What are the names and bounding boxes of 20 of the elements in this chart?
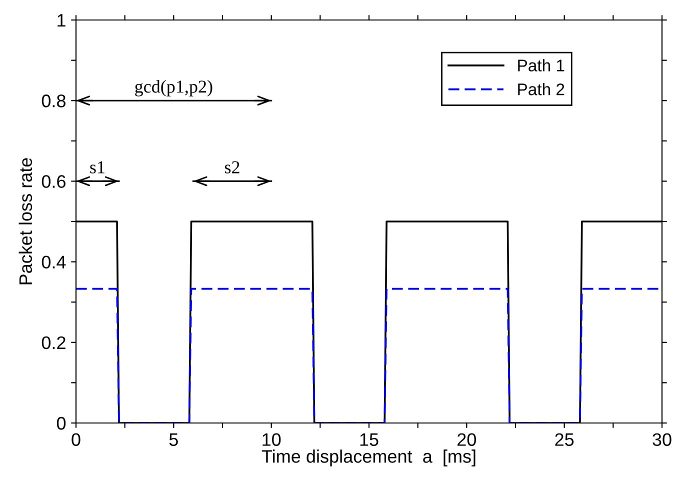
annotation: gcd(p1,p2)	[135, 80, 212, 96]
x-tick-label: 15	[360, 433, 378, 446]
y-tick-label: 0.2	[42, 336, 66, 350]
x-tick-label: 30	[652, 433, 672, 446]
y-tick-label: 0.6	[42, 175, 66, 188]
annotation: s1	[90, 161, 104, 174]
y-tick-label: 0	[56, 416, 66, 430]
x-tick-label: 10	[262, 433, 281, 446]
x-axis-title: Time displacement a [ms]	[262, 450, 476, 466]
x-tick-label: 20	[458, 433, 476, 446]
y-axis-title: Packet loss rate	[18, 158, 32, 284]
x-tick-label: 25	[555, 433, 574, 446]
x-tick-label: 5	[169, 433, 178, 446]
y-tick-label: 1	[58, 14, 66, 27]
annotation: s2	[224, 161, 240, 174]
x-tick-label: 0	[72, 433, 80, 446]
y-tick-label: 0.8	[42, 94, 66, 108]
y-tick-label: 0.4	[42, 256, 66, 269]
legend-label: Path 2	[518, 83, 564, 96]
legend-label: Path 1	[518, 59, 564, 72]
